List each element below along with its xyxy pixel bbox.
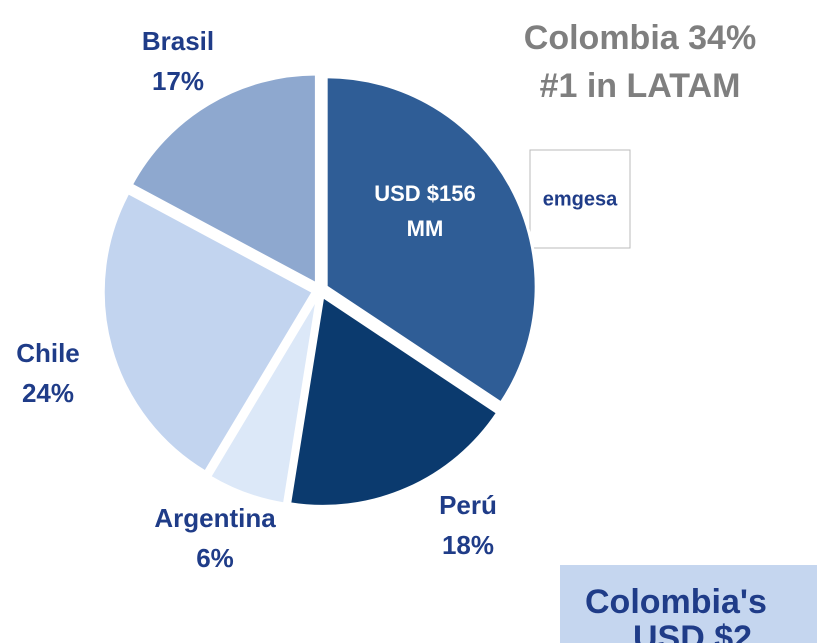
- pie-slice: [129, 72, 318, 287]
- slice-value: 24%: [22, 378, 74, 408]
- annotation: USD $156: [374, 181, 476, 206]
- logo-box: [529, 149, 631, 249]
- annotation: MM: [407, 216, 444, 241]
- highlight-box: [560, 565, 817, 643]
- headline: Colombia 34%: [524, 19, 756, 57]
- annotation: Colombia's: [585, 583, 767, 621]
- slice-value: 17%: [152, 66, 204, 96]
- annotation: #1 in LATAM: [540, 67, 741, 105]
- pie-slice: [287, 293, 500, 508]
- slice-label: Chile: [16, 338, 80, 368]
- annotation: USD $2: [633, 619, 752, 643]
- slice-label: Perú: [439, 490, 497, 520]
- slice-label: Argentina: [154, 503, 276, 533]
- headline-name: Colombia: [524, 19, 680, 57]
- slice-value: 18%: [442, 530, 494, 560]
- slice-label: Brasil: [142, 26, 214, 56]
- pie-slice: [324, 75, 538, 406]
- slice-value: 6%: [196, 543, 234, 573]
- logo-text: emgesa: [543, 188, 618, 210]
- pie-slice: [101, 190, 316, 475]
- headline-value: 34%: [688, 19, 756, 57]
- pie-slice: [207, 295, 320, 506]
